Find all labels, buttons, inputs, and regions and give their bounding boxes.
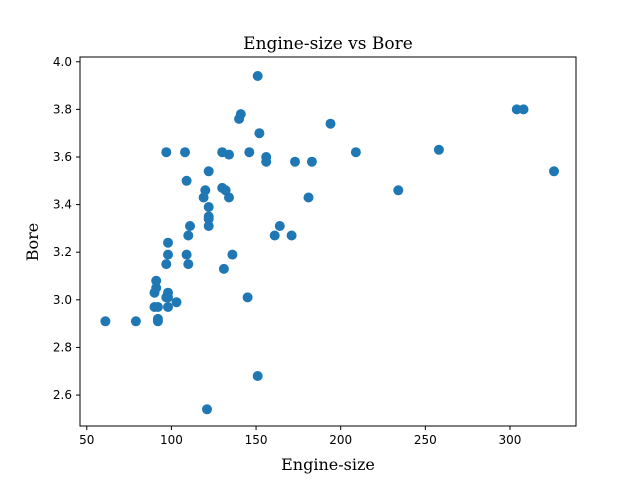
data-point [130, 316, 141, 327]
data-point [252, 371, 263, 381]
data-point [152, 313, 163, 324]
y-tick-label: 3.6 [53, 150, 72, 164]
data-point [200, 185, 211, 196]
x-axis-label: Engine-size [281, 455, 375, 474]
data-point [325, 118, 336, 129]
y-tick-label: 2.6 [53, 388, 72, 402]
data-point [235, 109, 246, 120]
data-point [393, 185, 404, 196]
data-point [163, 302, 173, 312]
data-point [151, 275, 162, 286]
data-point [254, 128, 265, 139]
data-point [518, 104, 529, 115]
y-tick-label: 3.2 [53, 245, 72, 259]
data-point [163, 292, 173, 303]
data-point [218, 263, 229, 274]
data-points [100, 71, 559, 415]
data-point [180, 147, 190, 158]
data-point [163, 237, 173, 248]
data-point [202, 404, 212, 415]
y-tick-label: 3.0 [53, 293, 72, 307]
chart-title: Engine-size vs Bore [243, 34, 413, 54]
data-point [203, 166, 214, 177]
y-tick-label: 4.0 [53, 55, 72, 69]
data-point [183, 230, 194, 241]
y-axis-ticks: 2.6 2.8 3.0 3.2 3.4 3.6 3.8 4.0 [53, 55, 80, 402]
plot-frame [79, 56, 577, 427]
data-point [151, 282, 162, 293]
data-point [290, 156, 300, 167]
data-point [227, 249, 238, 260]
data-point [252, 71, 263, 81]
x-tick-label: 250 [414, 433, 437, 447]
data-point [306, 156, 317, 167]
x-axis-ticks: 50 100 150 200 250 300 [79, 426, 521, 447]
data-point [269, 230, 280, 241]
data-point [433, 144, 444, 155]
data-point [203, 202, 214, 212]
data-point [171, 297, 182, 308]
data-point [161, 147, 172, 158]
data-point [286, 230, 297, 241]
data-point [100, 316, 111, 327]
data-point [224, 192, 234, 203]
data-point [303, 192, 314, 203]
data-point [350, 147, 361, 158]
data-point [161, 259, 172, 270]
y-tick-label: 3.8 [53, 102, 72, 116]
data-point [224, 149, 234, 160]
y-axis-label: Bore [23, 223, 42, 262]
data-point [183, 259, 194, 270]
data-point [261, 152, 272, 162]
data-point [242, 292, 253, 303]
data-point [163, 249, 173, 260]
x-tick-label: 200 [329, 433, 352, 447]
data-point [274, 221, 285, 231]
x-tick-label: 150 [245, 433, 268, 447]
y-tick-label: 2.8 [53, 340, 72, 354]
data-point [185, 221, 195, 231]
data-point [244, 147, 255, 158]
x-tick-label: 50 [79, 433, 94, 447]
data-point [549, 166, 559, 177]
data-point [203, 211, 214, 222]
x-tick-label: 300 [499, 433, 522, 447]
data-point [181, 249, 192, 260]
y-tick-label: 3.4 [53, 198, 72, 212]
data-point [203, 221, 214, 231]
data-point [181, 175, 192, 186]
data-point [152, 302, 163, 312]
x-tick-label: 100 [160, 433, 183, 447]
